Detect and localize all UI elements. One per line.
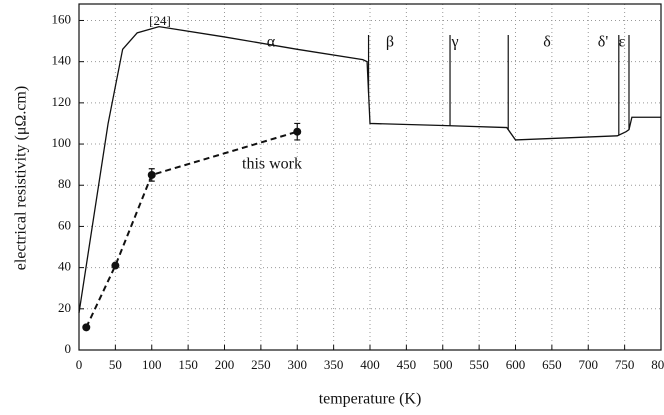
x-tick-label: 50 <box>109 357 122 372</box>
x-tick-label: 200 <box>215 357 235 372</box>
y-tick-label: 60 <box>58 217 71 232</box>
x-tick-label: 700 <box>579 357 599 372</box>
x-tick-label: 650 <box>542 357 562 372</box>
y-axis-label: electrical resistivity (μΩ.cm) <box>13 86 30 270</box>
phase-label: α <box>267 34 276 51</box>
phase-label: δ' <box>598 34 609 51</box>
data-point <box>293 127 302 136</box>
y-tick-label: 120 <box>52 94 72 109</box>
y-tick-label: 40 <box>58 259 71 274</box>
data-point <box>147 170 156 179</box>
x-tick-label: 300 <box>288 357 308 372</box>
x-tick-label: 400 <box>360 357 380 372</box>
x-tick-label: 100 <box>142 357 162 372</box>
series-line <box>85 130 298 328</box>
x-tick-label: 500 <box>433 357 453 372</box>
plot-frame <box>78 3 662 351</box>
x-tick-label: 250 <box>251 357 271 372</box>
y-tick-label: 160 <box>52 11 72 26</box>
data-point <box>82 323 91 332</box>
x-tick-label: 750 <box>615 357 635 372</box>
x-tick-label: 600 <box>506 357 526 372</box>
x-tick-label: 150 <box>178 357 198 372</box>
y-tick-label: 140 <box>52 53 72 68</box>
y-tick-label: 100 <box>52 135 72 150</box>
phase-labels: α β γ δ δ' ε <box>267 34 626 51</box>
y-tick-label: 80 <box>58 176 71 191</box>
phase-label: δ <box>543 34 551 51</box>
x-tick-label: 550 <box>469 357 489 372</box>
x-axis-label: temperature (K) <box>319 391 422 408</box>
x-tick-label: 0 <box>76 357 83 372</box>
y-tick-label: 0 <box>65 341 72 356</box>
data-point <box>111 261 120 270</box>
phase-label: ε <box>619 34 626 51</box>
series-line <box>78 25 661 314</box>
x-tick-label: 800 <box>651 357 664 372</box>
series-label: this work <box>242 156 302 173</box>
phase-label: γ <box>450 34 458 51</box>
y-tick-label: 20 <box>58 300 71 315</box>
x-tick-label: 450 <box>397 357 417 372</box>
phase-label: β <box>386 34 394 51</box>
x-tick-label: 350 <box>324 357 344 372</box>
